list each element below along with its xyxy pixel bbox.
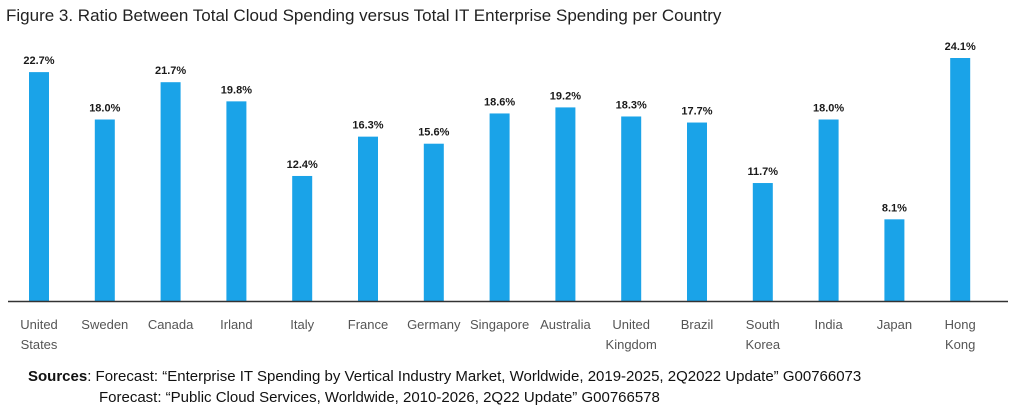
data-label: 18.6% [484,96,515,108]
category-label: India [814,317,843,332]
category-label: Kong [945,337,975,352]
sources-line-1: Sources: Forecast: “Enterprise IT Spendi… [28,366,861,387]
data-label: 12.4% [287,159,318,171]
data-label: 15.6% [418,127,449,139]
category-label: Brazil [681,317,714,332]
bar [160,82,181,301]
category-label: Kingdom [606,337,657,352]
category-label: Korea [745,337,780,352]
category-label: United [612,317,650,332]
data-label: 19.2% [550,90,581,102]
bar [358,136,378,301]
bar [29,72,49,301]
sources-text-1: : Forecast: “Enterprise IT Spending by V… [87,368,862,385]
data-label: 18.0% [813,103,844,115]
category-label: Canada [148,317,194,332]
bar [884,219,905,301]
data-label: 21.7% [155,65,186,77]
sources-line-2: Forecast: “Public Cloud Services, Worldw… [99,389,660,406]
data-label: 16.3% [352,120,383,132]
bar [752,183,773,301]
category-label: Italy [290,317,314,332]
bar [950,58,971,301]
data-label: 17.7% [681,106,712,118]
data-label: 22.7% [23,55,54,67]
category-label: South [746,317,780,332]
category-label: Hong [945,317,976,332]
category-label: France [348,317,388,332]
category-label: States [21,337,58,352]
category-label: Sweden [81,317,128,332]
category-label: United [20,317,58,332]
bar-chart: 22.7% United States 18.0% Sweden 21.7% Canada 1… [8,41,1008,352]
sources-label: Sources [28,368,88,385]
bar [226,101,247,302]
category-label: Japan [877,317,912,332]
data-label: 11.7% [748,166,779,178]
data-label: 8.1% [882,202,907,214]
data-label: 18.0% [89,103,120,115]
bar [818,119,839,301]
bar [687,122,707,301]
sources-note: Sources: Forecast: “Enterprise IT Spendi… [28,366,861,408]
bar [423,143,444,301]
bar [94,119,115,301]
category-label: Australia [540,317,591,332]
bar [489,113,510,302]
data-label: 18.3% [616,99,647,111]
category-label: Germany [407,317,461,332]
data-label: 19.8% [221,84,252,96]
bar [621,116,642,302]
category-label: Irland [220,317,253,332]
bar [555,107,576,301]
bar [292,175,313,301]
category-label: Singapore [470,317,529,332]
data-label: 24.1% [945,41,976,53]
chart-title: Figure 3. Ratio Between Total Cloud Spen… [6,6,722,25]
